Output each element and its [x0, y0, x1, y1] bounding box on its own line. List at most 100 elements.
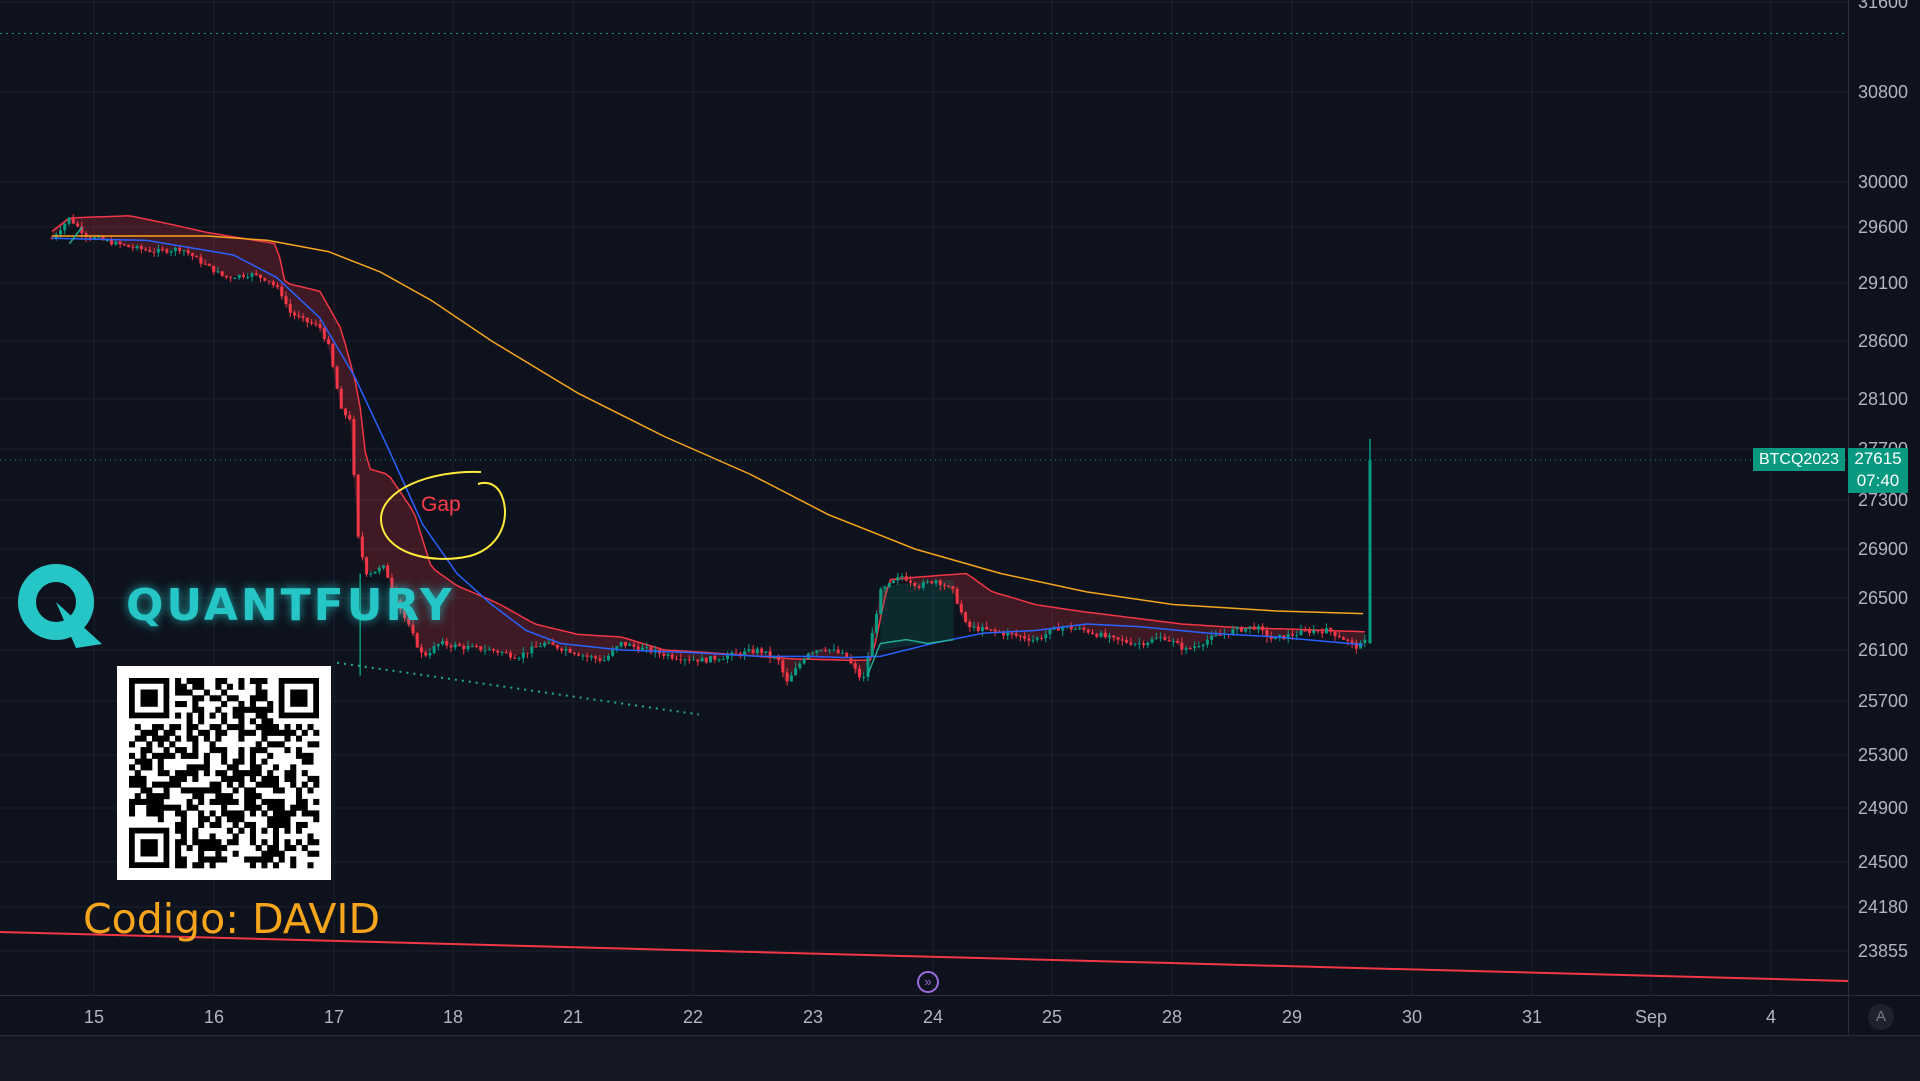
candle-body [297, 315, 301, 317]
candle-body [1027, 638, 1031, 641]
qr-module [157, 793, 164, 800]
qr-module [307, 775, 314, 782]
candle-body [798, 663, 802, 669]
qr-module [198, 844, 205, 852]
candle-body [1333, 631, 1337, 637]
qr-module [134, 735, 141, 742]
qr-module [232, 787, 239, 794]
qr-module [157, 735, 164, 742]
qr-module [267, 741, 274, 748]
qr-module [272, 729, 279, 736]
qr-module [249, 827, 256, 834]
qr-module [186, 787, 193, 794]
qr-module [221, 712, 228, 719]
qr-module [215, 787, 222, 794]
qr-module [140, 787, 147, 794]
candle-body [853, 663, 857, 669]
replay-icon[interactable]: » [917, 971, 939, 993]
qr-module [272, 764, 279, 771]
candle-body [88, 237, 92, 239]
qr-module [261, 839, 268, 846]
candle-body [203, 263, 207, 265]
candle-body [428, 652, 432, 656]
candle-body [628, 644, 632, 646]
qr-module [249, 770, 256, 777]
qr-module [267, 729, 274, 736]
qr-module [244, 770, 251, 777]
qr-module [209, 833, 216, 840]
candle-body [1235, 627, 1239, 630]
candle-body [734, 652, 738, 654]
moving-average-orange [52, 235, 1364, 615]
candle-body [832, 649, 836, 651]
candle-body [394, 588, 398, 601]
candle-body [926, 581, 930, 583]
qr-module [232, 770, 239, 777]
qr-module [146, 758, 153, 765]
qr-module [249, 775, 256, 782]
qr-module [255, 764, 262, 771]
candle-body [1359, 642, 1363, 649]
candle-body [398, 600, 402, 610]
qr-module [175, 839, 182, 846]
qr-module [203, 844, 210, 852]
candle-body [874, 614, 878, 633]
qr-module [249, 862, 256, 869]
candle-body [407, 618, 411, 625]
candle-body [322, 327, 326, 340]
qr-module [267, 701, 274, 708]
qr-module [261, 827, 268, 834]
qr-module [290, 862, 297, 869]
qr-module [301, 758, 308, 765]
qr-module [186, 804, 193, 811]
qr-module [267, 856, 274, 863]
qr-module [278, 729, 285, 736]
qr-module [255, 741, 262, 748]
qr-module [238, 770, 245, 777]
qr-module [313, 850, 320, 857]
candle-body [1086, 629, 1090, 633]
qr-module [157, 781, 164, 788]
qr-module [290, 810, 297, 817]
candle-body [1303, 630, 1307, 632]
qr-module [261, 718, 268, 725]
candle-body [1218, 634, 1222, 636]
candle-body [1159, 637, 1163, 639]
qr-module [238, 729, 245, 736]
y-tick-label: 27300 [1858, 490, 1908, 510]
auto-scale-button[interactable]: A [1868, 1004, 1894, 1030]
gap-ellipse-annotation [379, 470, 506, 560]
qr-module [313, 775, 320, 782]
qr-module [203, 758, 210, 765]
candle-body [1137, 643, 1141, 645]
qr-module [249, 706, 256, 713]
qr-module [221, 856, 228, 863]
candle-body [457, 644, 461, 646]
candle-body [738, 653, 742, 656]
qr-module [284, 724, 291, 731]
bar-countdown: 07:40 [1856, 471, 1900, 490]
candle-body [619, 642, 623, 647]
qr-module [215, 821, 222, 828]
candle-body [339, 388, 343, 409]
qr-module [198, 810, 205, 817]
qr-module [152, 752, 159, 759]
qr-module [215, 706, 222, 713]
qr-module [198, 850, 205, 857]
qr-module [232, 798, 239, 805]
qr-module [134, 775, 141, 782]
qr-module [290, 804, 297, 811]
candle-body [139, 246, 143, 250]
qr-module [175, 678, 182, 685]
candle-body [207, 263, 211, 266]
candle-body [1354, 642, 1358, 649]
qr-module [157, 764, 164, 771]
candle-body [538, 646, 542, 648]
candle-body [1018, 635, 1022, 637]
logo-text: QUANTFURY [126, 579, 455, 631]
qr-module [307, 758, 314, 765]
candle-body [1040, 637, 1044, 639]
qr-module [313, 816, 320, 823]
qr-module [249, 839, 256, 846]
qr-module [255, 678, 262, 685]
